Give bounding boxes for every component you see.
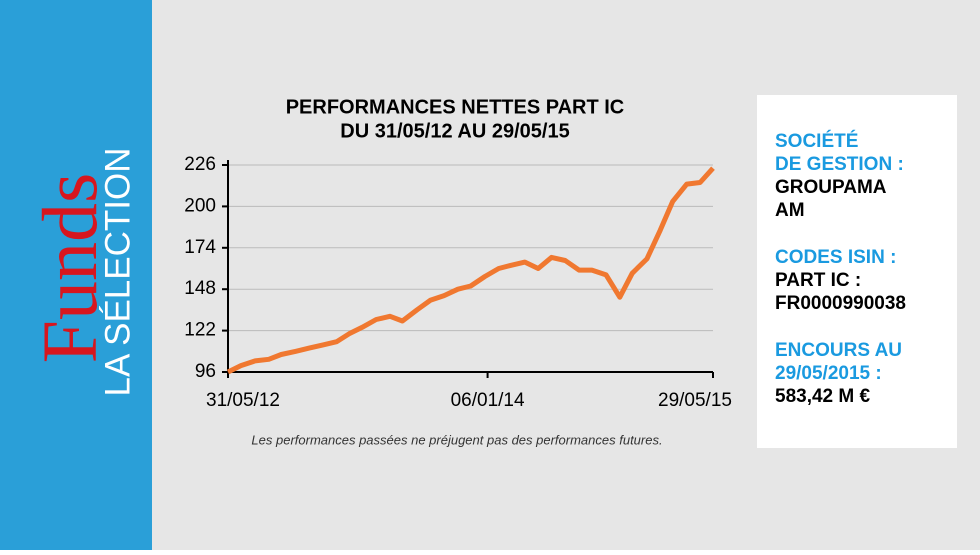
y-tick-label: 174 [184,237,216,258]
info-value: 583,42 M € [775,386,870,407]
x-tick-label: 06/01/14 [451,390,525,411]
sidebar [0,0,152,550]
y-tick-label: 148 [184,278,216,299]
y-tick-label: 200 [184,195,216,216]
tagline: LA SÉLECTION [98,148,137,397]
chart-title: PERFORMANCES NETTES PART IC [286,96,625,118]
note: Les performances passées ne préjugent pa… [251,432,662,447]
y-tick-label: 122 [184,320,216,341]
brand: Funds [26,173,113,364]
chart-title: DU 31/05/12 AU 29/05/15 [340,120,569,142]
info-list: SOCIÉTÉ DE GESTION :GROUPAMA AM CODES ISIN … [775,130,906,407]
info-label: SOCIÉTÉ DE GESTION : [775,130,904,175]
line-series [226,166,715,375]
x-tick-label: 31/05/12 [206,390,280,411]
x-tick-label: 29/05/15 [658,390,732,411]
y-tick-label: 226 [184,154,216,175]
y-tick-label: 96 [195,361,216,382]
info-value: PART IC : FR0000990038 [775,270,906,314]
info-label: CODES ISIN : [775,247,896,268]
info-value: GROUPAMA AM [775,177,887,221]
info-label: ENCOURS AU 29/05/2015 : [775,340,902,384]
info-panel [757,95,957,448]
